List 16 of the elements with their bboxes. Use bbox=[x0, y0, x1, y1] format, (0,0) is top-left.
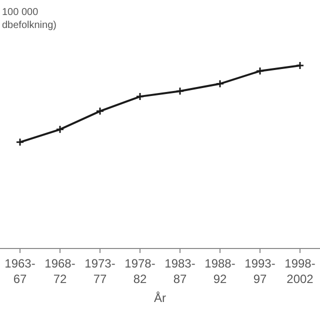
x-tick-label: 1973-77 bbox=[84, 256, 116, 286]
x-tick-label: 1993-97 bbox=[244, 256, 276, 286]
x-tick-label: 1963-67 bbox=[4, 256, 36, 286]
point bbox=[216, 80, 224, 88]
x-tick-label: 1968-72 bbox=[44, 256, 76, 286]
point bbox=[256, 66, 264, 76]
point bbox=[176, 86, 184, 96]
point bbox=[96, 106, 104, 116]
x-tick-label: 1978-82 bbox=[124, 256, 156, 286]
x-tick-label: 1988-92 bbox=[204, 256, 236, 286]
point bbox=[56, 125, 64, 134]
point bbox=[136, 92, 144, 101]
x-axis-title: År bbox=[154, 290, 166, 305]
y-axis-title: 100 000 dbefolkning) bbox=[2, 7, 56, 31]
x-tick-label: 1983-87 bbox=[164, 256, 196, 286]
x-tick-label: 1998-2002 bbox=[284, 256, 316, 286]
